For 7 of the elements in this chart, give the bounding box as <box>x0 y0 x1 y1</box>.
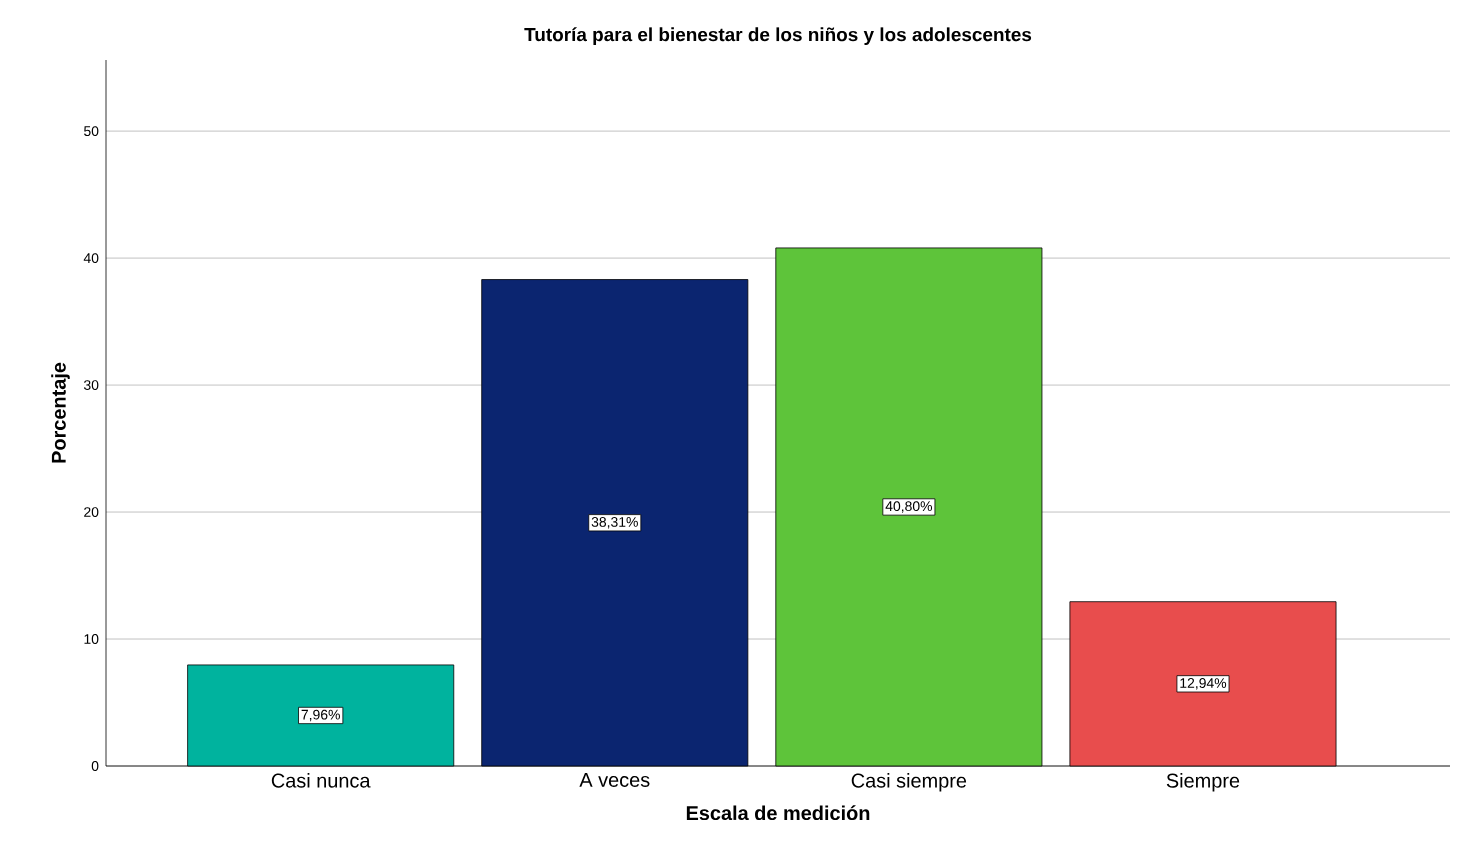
x-axis-title: Escala de medición <box>686 805 870 821</box>
chart-title: Tutoría para el bienestar de los niños y los adolescentes <box>524 27 1032 46</box>
x-tick-label: Casi nunca <box>271 773 371 788</box>
y-axis-title: Porcentaje <box>51 362 70 463</box>
x-tick-label: Casi siempre <box>851 773 967 792</box>
x-tick-label: Siempre <box>1166 773 1240 792</box>
x-tick-label: A veces <box>579 773 650 787</box>
